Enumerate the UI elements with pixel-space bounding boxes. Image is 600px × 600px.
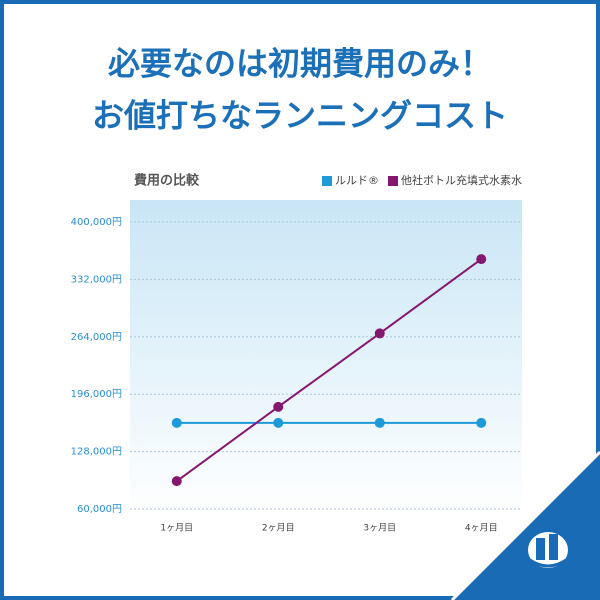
data-point [171, 476, 182, 487]
plot-background [130, 200, 522, 516]
corner-stripe [450, 450, 600, 600]
y-tick-label: 60,000円 [77, 504, 122, 515]
y-tick-label: 400,000円 [71, 217, 122, 228]
legend-label: 他社ボトル充填式水素水 [401, 173, 522, 187]
y-tick-label: 128,000円 [71, 447, 122, 458]
data-point [374, 417, 385, 428]
legend-label: ルルド® [335, 174, 379, 187]
headline: 必要なのは初期費用のみ！ [108, 45, 492, 83]
headline: お値打ちなランニングコスト [92, 97, 508, 135]
data-point [476, 417, 487, 428]
x-tick-label: 3ヶ月目 [363, 523, 396, 534]
x-tick-label: 2ヶ月目 [262, 523, 295, 534]
logo [528, 532, 568, 568]
series-line [176, 258, 482, 482]
chart-title: 費用の比較 [134, 173, 200, 189]
x-tick-label: 4ヶ月目 [465, 523, 498, 534]
legend-swatch [322, 176, 332, 186]
data-point [273, 401, 284, 412]
x-tick-label: 1ヶ月目 [160, 523, 193, 534]
data-point [171, 417, 182, 428]
y-tick-label: 332,000円 [71, 274, 122, 285]
legend-swatch [388, 176, 398, 186]
data-point [476, 254, 487, 265]
y-tick-label: 196,000円 [71, 389, 122, 400]
data-point [374, 328, 385, 339]
y-tick-label: 264,000円 [71, 332, 122, 343]
data-point [273, 417, 284, 428]
